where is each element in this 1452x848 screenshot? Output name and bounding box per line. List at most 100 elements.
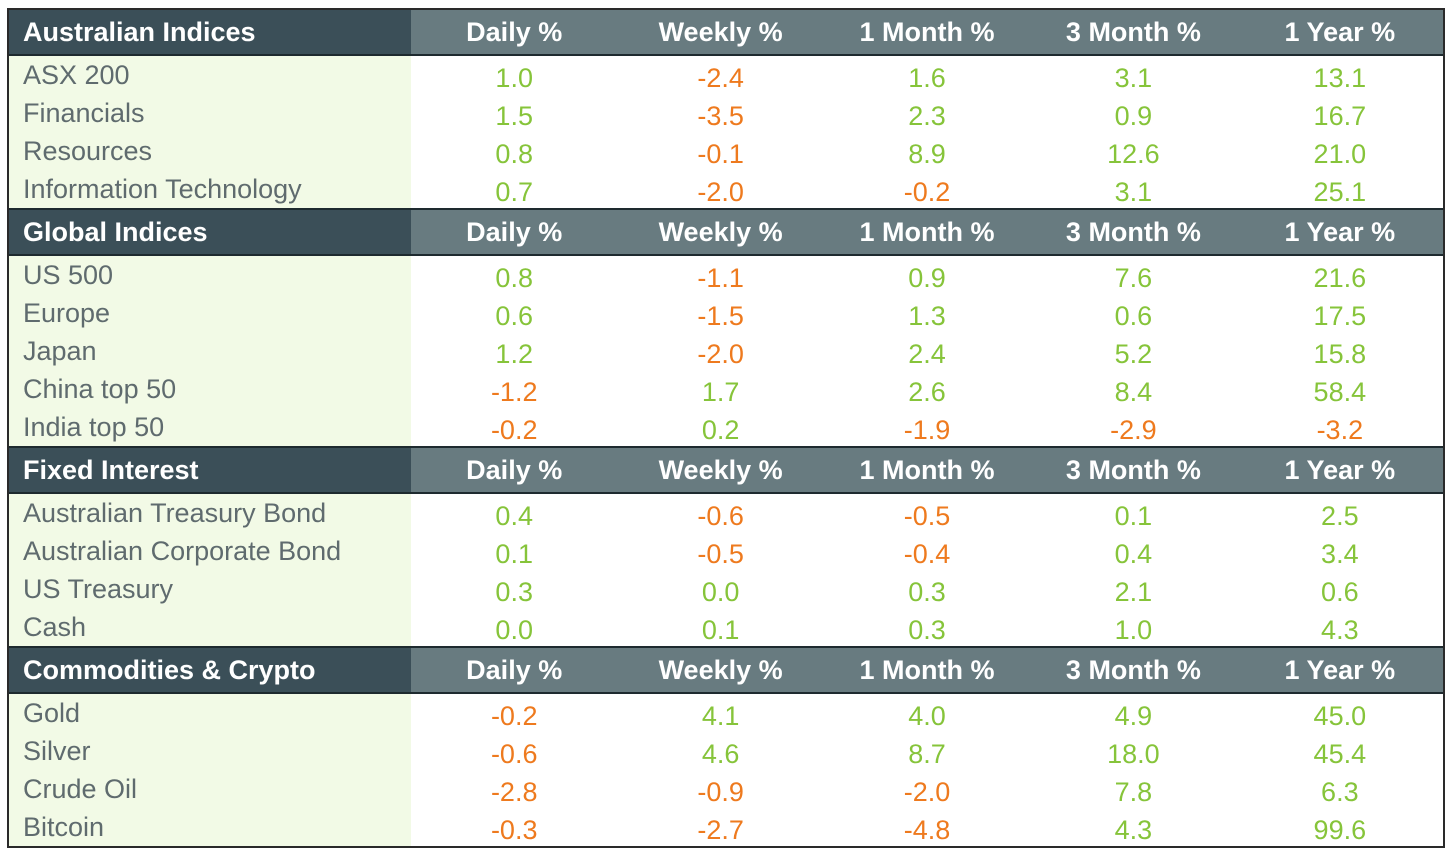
section-header: Global Indices Daily % Weekly % 1 Month % 3 … (9, 208, 1444, 256)
value-cell: 0.4 (1114, 538, 1153, 569)
row-label: Silver (9, 732, 411, 770)
value-cell: 8.4 (1114, 376, 1153, 407)
table-row: India top 50 -0.2 0.2 -1.9 -2.9 -3.2 (9, 408, 1443, 446)
column-header: 1 Year % (1236, 210, 1444, 256)
value-cell: 0.3 (495, 576, 533, 607)
column-header: Daily % (411, 448, 618, 494)
value-cell: -0.9 (697, 776, 744, 807)
column-header: 3 Month % (1030, 10, 1237, 56)
row-label: Europe (9, 294, 411, 332)
value-cell: 0.8 (495, 262, 533, 293)
value-cell: 16.7 (1313, 100, 1367, 131)
column-header: Daily % (411, 10, 618, 56)
row-label: Japan (9, 332, 411, 370)
value-cell: 17.5 (1313, 300, 1367, 331)
column-header: 3 Month % (1030, 448, 1237, 494)
value-cell: 2.6 (908, 376, 946, 407)
row-label: Australian Treasury Bond (9, 494, 411, 532)
value-cell: 4.9 (1114, 700, 1153, 731)
value-cell: 15.8 (1313, 338, 1367, 369)
value-cell: 13.1 (1313, 62, 1367, 93)
value-cell: 7.6 (1114, 262, 1153, 293)
table-row: Europe 0.6 -1.5 1.3 0.6 17.5 (9, 294, 1443, 332)
section-header: Australian Indices Daily % Weekly % 1 Month… (9, 10, 1444, 56)
value-cell: -2.9 (1110, 414, 1157, 445)
value-cell: 45.4 (1313, 738, 1367, 769)
value-cell: -1.2 (490, 376, 538, 407)
section-title: Commodities & Crypto (9, 648, 411, 694)
value-cell: -4.8 (903, 814, 951, 845)
value-cell: -0.5 (697, 538, 744, 569)
section-title: Global Indices (9, 210, 411, 256)
value-cell: 2.3 (908, 100, 946, 131)
section-title: Australian Indices (9, 10, 411, 56)
value-cell: 0.6 (1114, 300, 1153, 331)
value-cell: 1.7 (701, 376, 740, 407)
table-row: Cash 0.0 0.1 0.3 1.0 4.3 (9, 608, 1443, 646)
value-cell: 0.6 (1321, 576, 1359, 607)
value-cell: 0.2 (701, 414, 740, 445)
value-cell: 5.2 (1114, 338, 1153, 369)
value-cell: -2.8 (490, 776, 538, 807)
table-row: Gold -0.2 4.1 4.0 4.9 45.0 (9, 694, 1443, 732)
value-cell: 4.6 (701, 738, 740, 769)
column-header: 1 Month % (823, 210, 1031, 256)
value-cell: -2.7 (697, 814, 744, 845)
value-cell: 1.2 (495, 338, 533, 369)
table-row: ASX 200 1.0 -2.4 1.6 3.1 13.1 (9, 56, 1443, 94)
row-label: Gold (9, 694, 411, 732)
value-cell: -0.2 (903, 176, 951, 207)
value-cell: -2.0 (697, 338, 744, 369)
value-cell: -2.0 (697, 176, 744, 207)
value-cell: 1.6 (908, 62, 946, 93)
market-performance-table: Australian Indices Daily % Weekly % 1 Month… (7, 8, 1445, 848)
column-header: 1 Year % (1236, 448, 1444, 494)
value-cell: 0.7 (495, 176, 533, 207)
value-cell: 8.7 (908, 738, 946, 769)
column-header: Weekly % (617, 648, 824, 694)
column-header: 3 Month % (1030, 210, 1237, 256)
value-cell: 0.0 (495, 614, 533, 645)
row-label: India top 50 (9, 408, 411, 446)
column-header: Daily % (411, 648, 618, 694)
value-cell: -0.4 (903, 538, 951, 569)
value-cell: 1.3 (908, 300, 946, 331)
value-cell: 1.0 (1114, 614, 1153, 645)
value-cell: 21.0 (1313, 138, 1367, 169)
value-cell: 0.3 (908, 576, 946, 607)
value-cell: 4.1 (701, 700, 740, 731)
value-cell: 0.9 (1114, 100, 1153, 131)
value-cell: 12.6 (1107, 138, 1160, 169)
value-cell: 3.1 (1114, 62, 1153, 93)
section-header: Fixed Interest Daily % Weekly % 1 Month % 3 … (9, 446, 1444, 494)
value-cell: 0.1 (701, 614, 740, 645)
column-header: 1 Year % (1236, 10, 1444, 56)
column-header: Weekly % (617, 10, 824, 56)
value-cell: 99.6 (1313, 814, 1367, 845)
table-row: Resources 0.8 -0.1 8.9 12.6 21.0 (9, 132, 1443, 170)
column-header: 1 Year % (1236, 648, 1444, 694)
row-label: Information Technology (9, 170, 411, 208)
value-cell: -3.5 (697, 100, 744, 131)
column-header: Daily % (411, 210, 618, 256)
value-cell: -0.2 (490, 414, 538, 445)
value-cell: 21.6 (1313, 262, 1367, 293)
value-cell: 0.3 (908, 614, 946, 645)
value-cell: -3.2 (1316, 414, 1364, 445)
value-cell: 4.0 (908, 700, 946, 731)
value-cell: 0.1 (1114, 500, 1153, 531)
table-row: Crude Oil -2.8 -0.9 -2.0 7.8 6.3 (9, 770, 1443, 808)
value-cell: 58.4 (1313, 376, 1367, 407)
table-row: US Treasury 0.3 0.0 0.3 2.1 0.6 (9, 570, 1443, 608)
value-cell: -0.3 (490, 814, 538, 845)
value-cell: -1.5 (697, 300, 744, 331)
value-cell: 8.9 (908, 138, 946, 169)
value-cell: -0.6 (490, 738, 538, 769)
row-label: China top 50 (9, 370, 411, 408)
value-cell: 6.3 (1321, 776, 1359, 807)
value-cell: -2.0 (903, 776, 951, 807)
column-header: 3 Month % (1030, 648, 1237, 694)
value-cell: 7.8 (1114, 776, 1153, 807)
column-header: 1 Month % (823, 10, 1031, 56)
row-label: Financials (9, 94, 411, 132)
